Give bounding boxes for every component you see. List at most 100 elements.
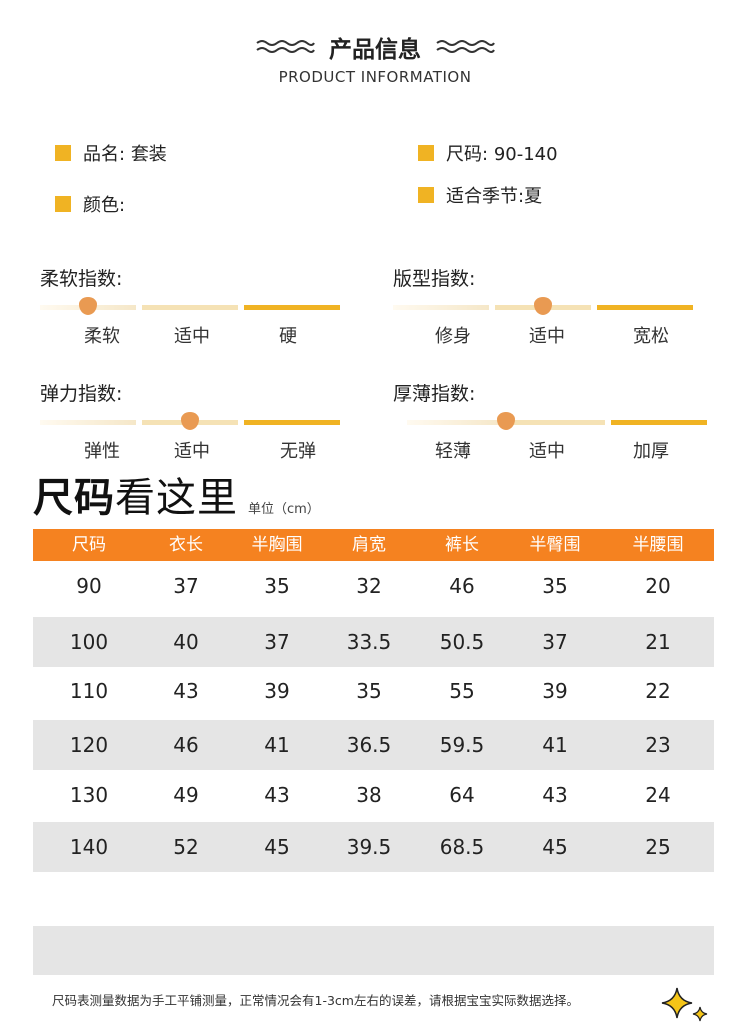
info-season: 适合季节:夏 [418, 182, 542, 208]
index-option: 适中 [174, 326, 210, 347]
table-cell: 45 [264, 835, 290, 859]
info-color: 颜色: [55, 191, 125, 217]
table-cell: 68.5 [439, 835, 485, 859]
table-cell: 45 [542, 835, 568, 859]
info-product-name: 品名: 套装 [55, 140, 167, 166]
table-header-cell: 裤长 [445, 535, 479, 555]
table-row: 90 37 35 32 46 35 20 [33, 561, 714, 611]
table-cell: 46 [449, 574, 475, 598]
table-cell: 64 [449, 783, 475, 807]
index-option: 弹性 [84, 441, 120, 462]
table-cell: 130 [69, 783, 109, 807]
index-option: 宽松 [633, 326, 669, 347]
wave-decoration-left-icon [255, 38, 315, 56]
index-option: 适中 [529, 441, 565, 462]
table-header-cell: 半胸围 [251, 535, 303, 555]
header-subtitle: PRODUCT INFORMATION [278, 68, 472, 86]
table-cell: 37 [264, 630, 290, 654]
sparkle-large-icon [661, 987, 693, 1019]
table-row: 110 43 39 35 55 39 22 [33, 666, 714, 716]
table-cell: 39 [264, 679, 290, 703]
index-option: 适中 [529, 326, 565, 347]
table-row-empty [33, 926, 714, 975]
table-cell: 23 [645, 733, 671, 757]
table-cell: 24 [645, 783, 671, 807]
index-option: 加厚 [633, 441, 669, 462]
table-cell: 37 [173, 574, 199, 598]
table-cell: 140 [69, 835, 109, 859]
table-cell: 43 [173, 679, 199, 703]
index-option: 柔软 [84, 326, 120, 347]
size-label: 尺码: [446, 144, 489, 165]
table-cell: 40 [173, 630, 199, 654]
measurement-note: 尺码表测量数据为手工平铺测量，正常情况会有1-3cm左右的误差，请根据宝宝实际数… [52, 993, 579, 1008]
size-chart-title: 尺码 看这里 单位（cm） [33, 465, 320, 523]
table-cell: 55 [449, 679, 475, 703]
index-title: 厚薄指数: [393, 383, 476, 405]
table-row-empty [33, 872, 714, 926]
bullet-square-icon [418, 187, 434, 203]
index-title: 柔软指数: [40, 268, 123, 290]
table-header-cell: 肩宽 [352, 535, 386, 555]
index-marker-icon [534, 297, 552, 315]
name-value: 套装 [130, 144, 167, 165]
season-label: 适合季节: [446, 186, 525, 207]
index-marker-icon [497, 412, 515, 430]
table-header-cell: 半臀围 [529, 535, 581, 555]
season-value: 夏 [524, 186, 543, 207]
index-elasticity: 弹力指数: 弹性 适中 无弹 [40, 379, 340, 462]
size-unit: 单位（cm） [248, 502, 320, 517]
table-cell: 110 [69, 679, 109, 703]
table-cell: 100 [69, 630, 109, 654]
table-cell: 46 [173, 733, 199, 757]
table-cell: 35 [264, 574, 290, 598]
table-header-cell: 尺码 [72, 535, 106, 555]
info-size: 尺码: 90-140 [418, 140, 558, 166]
sparkle-small-icon [692, 1006, 708, 1022]
table-cell: 39 [542, 679, 568, 703]
product-info-header: 产品信息 PRODUCT INFORMATION [0, 30, 750, 86]
table-cell: 25 [645, 835, 671, 859]
index-option: 适中 [174, 441, 210, 462]
index-title: 版型指数: [393, 268, 476, 290]
index-marker-icon [79, 297, 97, 315]
table-row: 100 40 37 33.5 50.5 37 21 [33, 617, 714, 667]
name-label: 品名: [83, 144, 126, 165]
table-cell: 38 [356, 783, 382, 807]
index-softness: 柔软指数: 柔软 适中 硬 [40, 264, 340, 347]
table-cell: 41 [264, 733, 290, 757]
table-header-cell: 半腰围 [632, 535, 684, 555]
table-cell: 39.5 [346, 835, 392, 859]
color-label: 颜色: [83, 195, 126, 216]
table-cell: 32 [356, 574, 382, 598]
index-option: 修身 [435, 326, 471, 347]
bullet-square-icon [55, 196, 71, 212]
table-header-cell: 衣长 [169, 535, 203, 555]
table-cell: 90 [76, 574, 102, 598]
table-cell: 36.5 [346, 733, 392, 757]
size-title-light: 看这里 [115, 475, 238, 521]
table-cell: 120 [69, 733, 109, 757]
size-table-header: 尺码 衣长 半胸围 肩宽 裤长 半臀围 半腰围 [33, 529, 714, 561]
index-option: 硬 [279, 326, 297, 347]
size-title-bold: 尺码 [33, 475, 115, 521]
bullet-square-icon [55, 145, 71, 161]
size-value: 90-140 [493, 144, 558, 165]
index-track [407, 420, 707, 425]
table-row: 140 52 45 39.5 68.5 45 25 [33, 822, 714, 872]
index-title: 弹力指数: [40, 383, 123, 405]
table-cell: 49 [173, 783, 199, 807]
table-cell: 35 [542, 574, 568, 598]
table-row: 130 49 43 38 64 43 24 [33, 770, 714, 820]
index-thickness: 厚薄指数: 轻薄 适中 加厚 [393, 379, 707, 462]
table-cell: 59.5 [439, 733, 485, 757]
index-fit: 版型指数: 修身 适中 宽松 [393, 264, 693, 347]
index-option: 轻薄 [435, 441, 471, 462]
table-cell: 21 [645, 630, 671, 654]
table-cell: 37 [542, 630, 568, 654]
table-cell: 41 [542, 733, 568, 757]
header-title: 产品信息 [329, 37, 421, 63]
table-cell: 35 [356, 679, 382, 703]
wave-decoration-right-icon [435, 38, 495, 56]
table-cell: 33.5 [346, 630, 392, 654]
